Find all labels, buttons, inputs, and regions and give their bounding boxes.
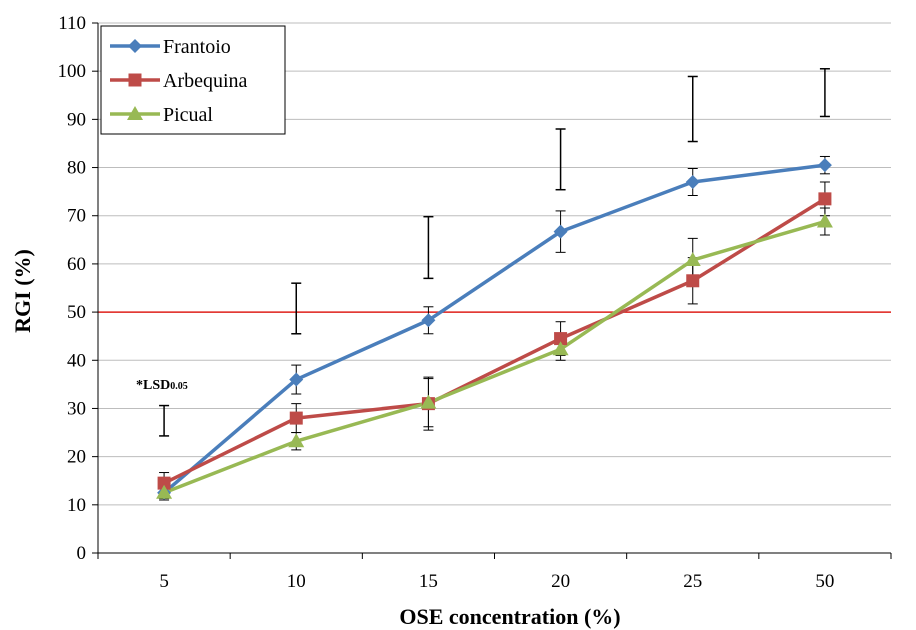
- x-tick-labels: 5 10 15 20 25 50: [159, 571, 834, 592]
- y-tick-label: 0: [77, 543, 87, 564]
- series-line-picual: [163, 219, 826, 495]
- y-tick-label: 70: [67, 206, 86, 227]
- series-lines: [162, 163, 826, 495]
- legend-marker-arbequina: [128, 73, 142, 87]
- x-tick-label: 50: [815, 571, 834, 592]
- x-tick-label: 10: [287, 571, 306, 592]
- data-point-picual: [684, 252, 701, 267]
- y-tick-label: 100: [58, 61, 87, 82]
- y-axis-title: RGI (%): [10, 249, 35, 333]
- data-point-picual: [420, 394, 437, 409]
- y-tick-label: 50: [67, 302, 86, 323]
- lsd-label-main: *LSD: [136, 378, 170, 393]
- y-tick-labels: 0 10 20 30 40 50 60 70 80 90 100 110: [58, 13, 87, 564]
- lsd-label-sub: 0.05: [170, 381, 188, 392]
- series-markers: [156, 158, 833, 500]
- x-tick-label: 15: [419, 571, 438, 592]
- lsd-bars: [159, 68, 830, 437]
- data-point-arbequina: [686, 274, 700, 288]
- legend-marker-frantoio: [128, 39, 142, 53]
- data-point-arbequina: [289, 411, 303, 425]
- legend-label-picual: Picual: [163, 104, 213, 126]
- data-point-frantoio: [289, 372, 304, 387]
- y-tick-label: 80: [67, 158, 86, 179]
- series-error-bars: [159, 155, 830, 501]
- x-tick-label: 25: [683, 571, 702, 592]
- data-point-arbequina: [554, 332, 568, 346]
- x-tick-label: 20: [551, 571, 570, 592]
- y-tick-label: 90: [67, 109, 86, 130]
- y-tick-label: 40: [67, 350, 86, 371]
- legend-label-frantoio: Frantoio: [163, 36, 231, 58]
- x-axis-title: OSE concentration (%): [399, 604, 620, 629]
- x-tick-label: 5: [159, 571, 169, 592]
- y-tick-label: 110: [58, 13, 86, 34]
- axes: [92, 22, 892, 559]
- data-point-picual: [288, 433, 305, 448]
- data-point-picual: [156, 484, 173, 499]
- y-tick-label: 30: [67, 398, 86, 419]
- data-point-frantoio: [685, 175, 700, 189]
- series-line-frantoio: [162, 163, 826, 495]
- data-point-picual: [552, 341, 569, 356]
- data-point-arbequina: [818, 192, 832, 206]
- legend-label-arbequina: Arbequina: [163, 70, 248, 92]
- legend: Frantoio Arbequina Picual: [100, 25, 286, 135]
- legend-marker-picual: [127, 106, 143, 120]
- y-tick-label: 60: [67, 254, 86, 275]
- data-point-arbequina: [157, 476, 171, 490]
- series-line-arbequina: [163, 197, 826, 485]
- y-tick-label: 10: [67, 495, 86, 516]
- data-point-frantoio: [421, 313, 436, 328]
- data-point-frantoio: [817, 158, 832, 173]
- data-point-frantoio: [553, 224, 568, 239]
- data-point-picual: [816, 213, 833, 228]
- y-tick-label: 20: [67, 447, 86, 468]
- lsd-label: *LSD0.05: [136, 378, 188, 393]
